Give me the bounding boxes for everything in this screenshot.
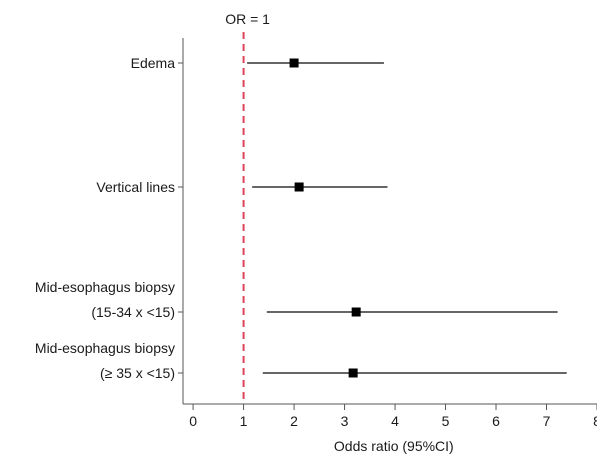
y-category-label: Edema: [131, 55, 176, 71]
x-tick-label: 0: [189, 413, 197, 429]
x-tick-label: 4: [391, 413, 399, 429]
x-tick-label: 5: [442, 413, 450, 429]
x-ticks: 0 1 2 3 4 5 6 7 8: [189, 404, 597, 429]
point-estimate-marker: [348, 368, 358, 378]
point-estimate-marker: [294, 182, 304, 192]
x-tick-label: 6: [492, 413, 500, 429]
plot-area: [247, 58, 567, 378]
y-category-label: (15-34 x <15): [91, 304, 175, 320]
x-tick-label: 2: [290, 413, 298, 429]
x-tick-label: 8: [593, 413, 597, 429]
x-axis-title: Odds ratio (95%CI): [334, 438, 454, 454]
reference-line-group: OR = 1: [225, 11, 270, 404]
reference-line-label: OR = 1: [225, 11, 270, 27]
y-category-label: Mid-esophagus biopsy: [35, 340, 175, 356]
y-category-label: Mid-esophagus biopsy: [35, 279, 175, 295]
x-tick-label: 1: [240, 413, 248, 429]
x-tick-label: 7: [543, 413, 551, 429]
point-estimate-marker: [289, 58, 299, 68]
y-category-label: (≥ 35 x <15): [100, 365, 175, 381]
y-labels: Edema Vertical lines Mid-esophagus biopsy (…: [35, 55, 183, 381]
y-category-label: Vertical lines: [96, 179, 175, 195]
point-estimate-marker: [351, 307, 361, 317]
x-tick-label: 3: [341, 413, 349, 429]
